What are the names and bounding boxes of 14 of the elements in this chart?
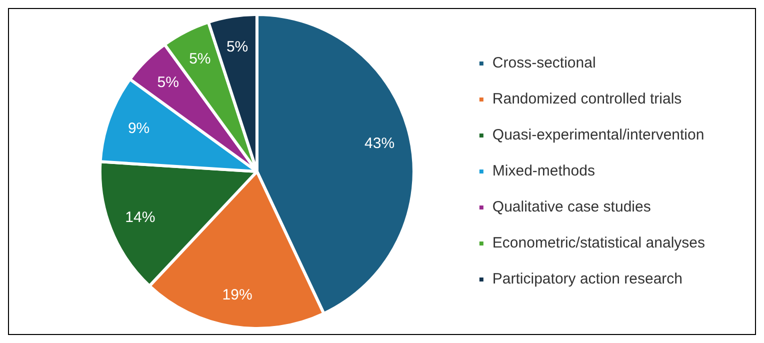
data-label: 5% — [226, 38, 248, 56]
legend-label: Randomized controlled trials — [492, 90, 682, 108]
legend-label: Mixed-methods — [492, 162, 595, 180]
data-label: 43% — [364, 135, 395, 152]
data-label: 14% — [125, 208, 156, 226]
data-label: 19% — [222, 286, 252, 304]
legend-label: Quasi-experimental/intervention — [492, 126, 704, 144]
data-label: 5% — [189, 50, 211, 68]
data-label: 5% — [157, 74, 179, 91]
legend-label: Econometric/statistical analyses — [492, 234, 706, 252]
legend-label: Cross-sectional — [492, 54, 596, 72]
data-label: 9% — [128, 120, 150, 138]
legend-label: Qualitative case studies — [492, 198, 651, 216]
legend-label: Participatory action research — [492, 270, 683, 288]
